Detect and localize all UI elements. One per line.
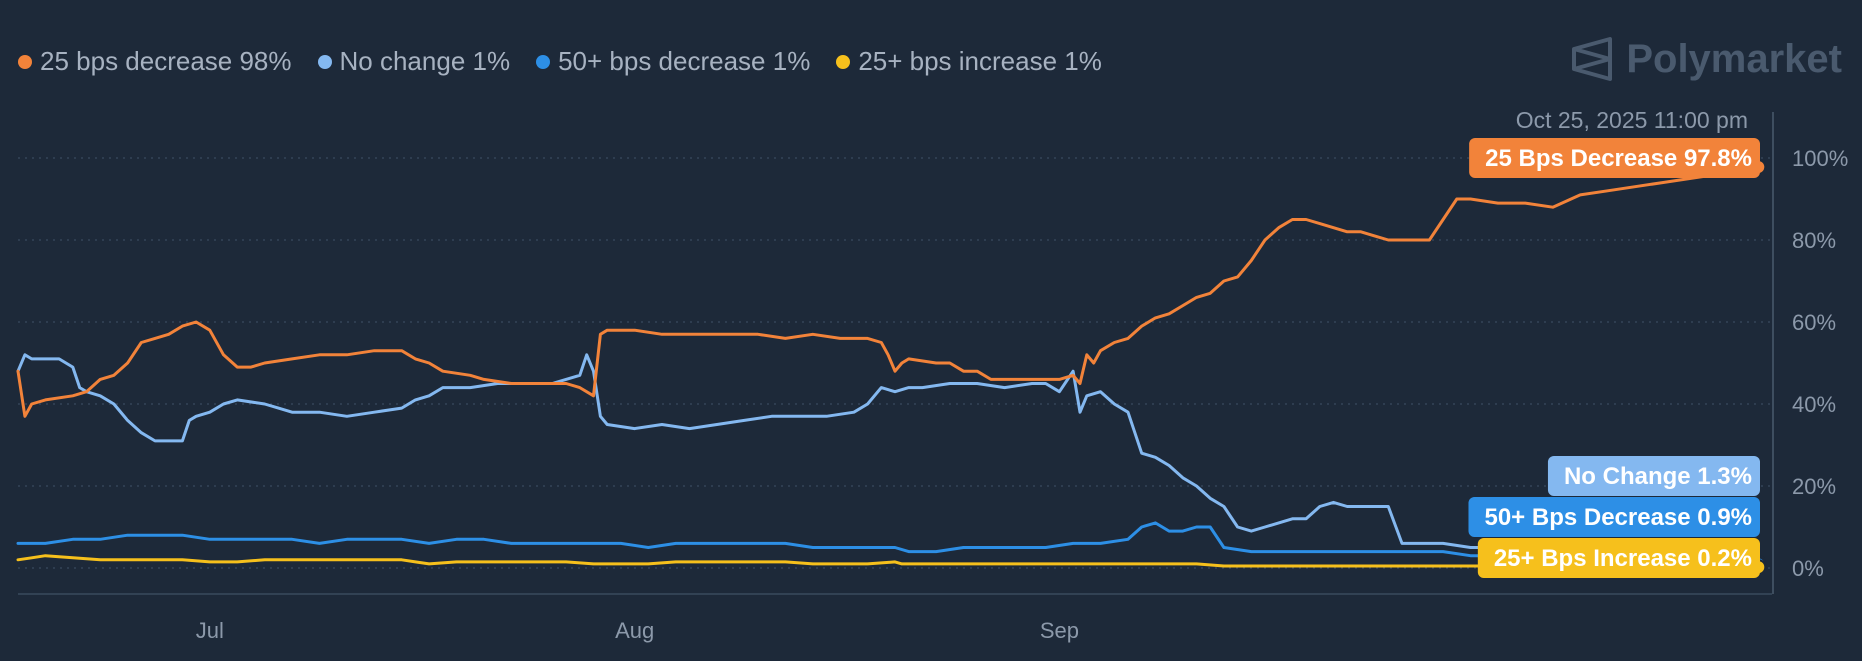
- legend-item-50-bps-decrease[interactable]: 50+ bps decrease 1%: [536, 46, 810, 77]
- y-tick-label: 0%: [1792, 556, 1824, 581]
- legend-item-25-bps-increase[interactable]: 25+ bps increase 1%: [836, 46, 1102, 77]
- legend-label: 50+ bps decrease 1%: [558, 46, 811, 76]
- polymarket-logo-icon: [1572, 37, 1613, 81]
- series-line-50-bps-decrease: [16, 521, 1760, 566]
- series-line-25-bps-increase: [16, 554, 1760, 569]
- y-tick-label: 80%: [1792, 228, 1836, 253]
- series-end-label: No Change 1.3%: [1564, 463, 1752, 490]
- series-end-label-bg: [1547, 456, 1760, 496]
- legend-dot: [836, 54, 851, 69]
- legend-dot: [317, 54, 332, 69]
- y-tick-label: 20%: [1792, 474, 1836, 499]
- legend-label: 25+ bps increase 1%: [858, 46, 1102, 76]
- x-tick-label: Sep: [1040, 618, 1079, 643]
- series-end-label: 25+ Bps Increase 0.2%: [1494, 545, 1752, 572]
- series-end-label-bg: [1468, 497, 1760, 537]
- legend-dot: [18, 54, 32, 69]
- x-tick-label: Jul: [196, 618, 224, 643]
- series-end-label: 25 Bps Decrease 97.8%: [1485, 145, 1752, 172]
- brand-name: Polymarket: [1626, 36, 1842, 81]
- series-line-no-change: [16, 353, 1760, 565]
- legend-item-no-change[interactable]: No change 1%: [317, 46, 511, 77]
- x-tick-label: Aug: [615, 618, 654, 643]
- legend-item-25-bps-decrease[interactable]: 25 bps decrease 98%: [18, 46, 292, 77]
- hover-timestamp: Oct 25, 2025 11:00 pm: [1516, 107, 1748, 133]
- legend-dot: [536, 54, 551, 69]
- polymarket-watermark: Polymarket: [1570, 36, 1842, 82]
- legend-label: 25 bps decrease 98%: [40, 46, 292, 76]
- legend-label: No change 1%: [339, 46, 511, 76]
- y-tick-label: 40%: [1792, 392, 1836, 417]
- legend: 25 bps decrease 98% No change 1% 50+ bps…: [18, 46, 1102, 77]
- series-line-25-bps-decrease: [16, 165, 1760, 418]
- y-tick-label: 60%: [1792, 310, 1836, 335]
- y-tick-label: 100%: [1792, 146, 1848, 171]
- series-end-label-bg: [1477, 538, 1760, 578]
- series-end-label-bg: [1469, 138, 1760, 178]
- series-end-label: 50+ Bps Decrease 0.9%: [1484, 504, 1752, 531]
